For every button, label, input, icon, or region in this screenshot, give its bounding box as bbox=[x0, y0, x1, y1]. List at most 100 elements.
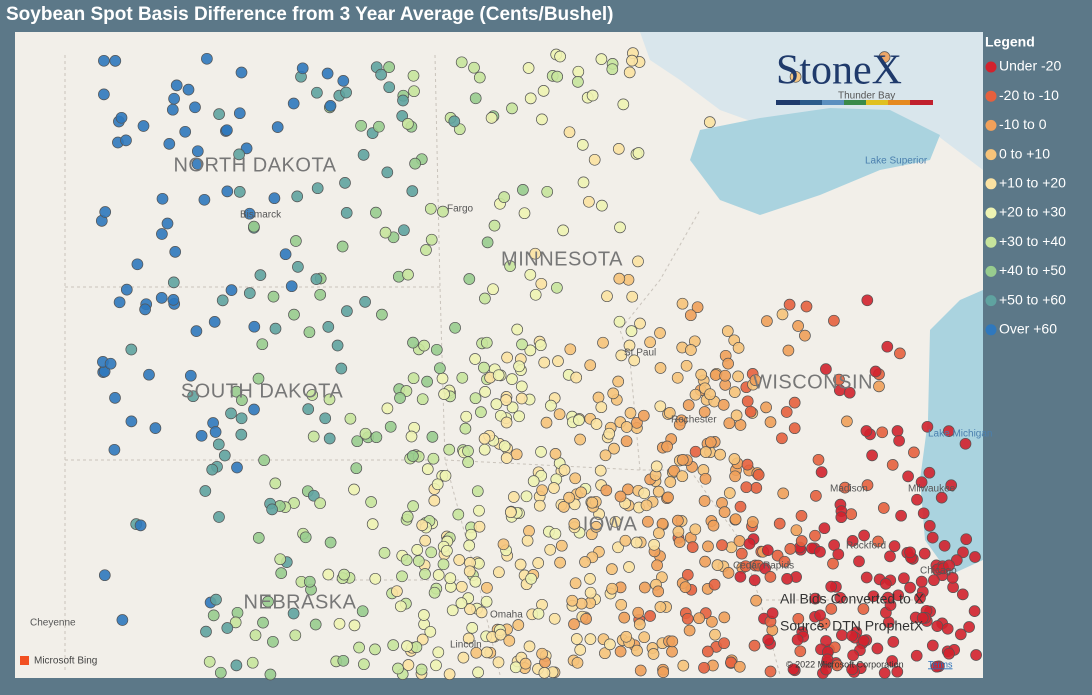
bid-dot bbox=[443, 443, 456, 456]
bid-dot bbox=[498, 191, 510, 203]
bid-dot bbox=[638, 581, 651, 594]
bid-dot bbox=[548, 482, 560, 494]
bid-dot bbox=[426, 431, 439, 443]
bid-dot bbox=[460, 410, 473, 423]
bid-dot bbox=[839, 481, 851, 494]
bid-dot bbox=[529, 247, 542, 260]
bid-dot bbox=[323, 393, 336, 406]
bid-dot bbox=[637, 409, 650, 422]
bid-dot bbox=[208, 316, 221, 328]
bid-dot bbox=[355, 119, 367, 132]
legend-swatch bbox=[985, 324, 997, 336]
bid-dot bbox=[469, 575, 482, 588]
bid-dot bbox=[314, 497, 326, 510]
bid-dot bbox=[287, 97, 300, 110]
bid-dot bbox=[504, 506, 517, 519]
bid-dot bbox=[764, 665, 777, 678]
bid-dot bbox=[723, 417, 736, 430]
city-label: Madison bbox=[830, 484, 868, 495]
terms-link[interactable]: Terms bbox=[928, 659, 953, 669]
bid-dot bbox=[701, 645, 714, 658]
bid-dot bbox=[698, 661, 710, 674]
bid-dot bbox=[431, 478, 444, 491]
bid-dot bbox=[322, 568, 335, 581]
bid-dot bbox=[519, 657, 532, 670]
bid-dot bbox=[488, 219, 501, 232]
bid-dot bbox=[719, 369, 731, 382]
bid-dot bbox=[607, 387, 620, 400]
bid-dot bbox=[733, 660, 746, 673]
bid-dot bbox=[269, 477, 282, 490]
bid-dot bbox=[750, 482, 763, 494]
bid-dot bbox=[443, 668, 456, 681]
bid-dot bbox=[415, 663, 428, 676]
bid-dot bbox=[401, 640, 413, 652]
bid-dot bbox=[322, 321, 335, 333]
lake-superior bbox=[690, 108, 940, 215]
bid-dot bbox=[773, 517, 786, 530]
bid-dot bbox=[427, 452, 440, 465]
bid-dot bbox=[752, 469, 765, 481]
bid-dot bbox=[264, 668, 277, 681]
bid-dot bbox=[406, 185, 419, 197]
bid-dot bbox=[338, 568, 350, 581]
bid-dot bbox=[886, 655, 898, 667]
bid-dot bbox=[479, 386, 491, 398]
bid-dot bbox=[555, 539, 568, 552]
bid-dot bbox=[437, 205, 449, 218]
legend-swatch bbox=[985, 236, 997, 248]
bid-dot bbox=[625, 325, 638, 337]
bid-dot bbox=[452, 508, 465, 521]
bid-dot bbox=[814, 546, 826, 558]
bid-dot bbox=[762, 634, 775, 646]
bid-dot bbox=[235, 66, 248, 79]
bid-dot bbox=[613, 272, 626, 285]
bid-dot bbox=[517, 184, 529, 196]
bid-dot bbox=[428, 586, 441, 599]
bid-dot bbox=[718, 611, 731, 624]
state-label: SOUTH DAKOTA bbox=[181, 380, 343, 402]
note: All Bids Converted to X bbox=[780, 591, 925, 607]
bid-dot bbox=[571, 656, 584, 669]
bid-dot bbox=[882, 591, 894, 604]
bid-dot bbox=[552, 355, 564, 367]
state-label: MINNESOTA bbox=[501, 248, 623, 270]
bid-dot bbox=[684, 309, 697, 322]
bid-dot bbox=[321, 67, 334, 80]
bid-dot bbox=[831, 659, 844, 672]
bid-dot bbox=[586, 89, 599, 102]
bid-dot bbox=[956, 588, 969, 601]
bid-dot bbox=[857, 603, 870, 615]
bid-dot bbox=[812, 453, 825, 466]
bid-dot bbox=[536, 113, 548, 126]
legend-swatch bbox=[985, 119, 997, 131]
bid-dot bbox=[540, 416, 553, 429]
legend-label: +40 to +50 bbox=[999, 262, 1066, 278]
bid-dot bbox=[116, 614, 129, 626]
bid-dot bbox=[873, 380, 885, 393]
bid-dot bbox=[866, 449, 878, 462]
bid-dot bbox=[271, 121, 284, 133]
bid-dot bbox=[369, 572, 382, 585]
bid-dot bbox=[960, 533, 973, 546]
bid-dot bbox=[407, 69, 420, 82]
bid-dot bbox=[506, 401, 519, 414]
legend-swatch bbox=[985, 207, 997, 219]
bid-dot bbox=[418, 609, 430, 621]
bid-dot bbox=[446, 604, 459, 617]
bid-dot bbox=[456, 371, 469, 384]
bid-dot bbox=[424, 625, 437, 638]
bid-dot bbox=[609, 515, 622, 528]
bid-dot bbox=[573, 414, 585, 426]
legend-swatch bbox=[985, 90, 997, 102]
bid-dot bbox=[574, 433, 586, 446]
bid-dot bbox=[620, 630, 633, 643]
bid-dot bbox=[233, 186, 246, 198]
bid-dot bbox=[590, 418, 603, 430]
bid-dot bbox=[213, 511, 225, 523]
bid-dot bbox=[574, 644, 587, 656]
bid-dot bbox=[592, 391, 605, 404]
bid-dot bbox=[846, 629, 858, 642]
bid-dot bbox=[515, 380, 528, 393]
bid-dot bbox=[888, 540, 901, 552]
